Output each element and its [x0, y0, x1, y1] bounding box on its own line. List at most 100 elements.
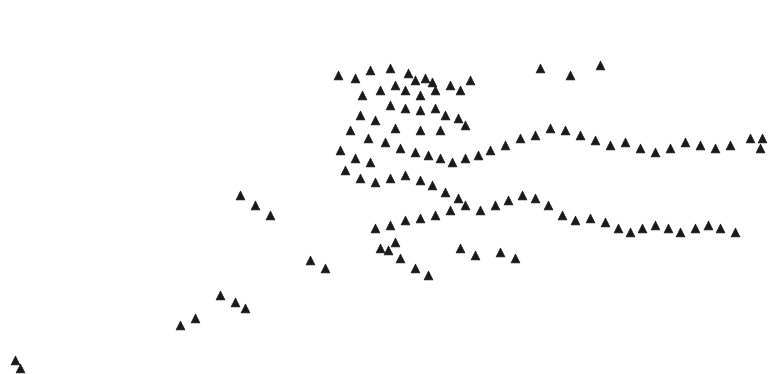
Point — [373, 87, 386, 93]
Point — [348, 155, 361, 161]
Point — [413, 127, 426, 133]
Point — [599, 219, 612, 225]
Point — [444, 207, 456, 213]
Point — [373, 245, 386, 251]
Point — [649, 149, 662, 155]
Point — [612, 225, 624, 231]
Point — [434, 155, 446, 161]
Point — [714, 225, 727, 231]
Point — [234, 192, 247, 198]
Point — [369, 225, 381, 231]
Point — [409, 149, 421, 155]
Point — [413, 215, 426, 221]
Point — [355, 92, 368, 98]
Point — [453, 245, 466, 251]
Point — [348, 75, 361, 81]
Point — [214, 292, 226, 298]
Point — [604, 142, 616, 148]
Point — [399, 172, 411, 178]
Point — [9, 357, 21, 363]
Point — [304, 257, 316, 263]
Point — [394, 145, 406, 151]
Point — [438, 189, 451, 195]
Point — [594, 62, 606, 68]
Point — [564, 72, 576, 78]
Point — [534, 65, 547, 71]
Point — [723, 142, 736, 148]
Point — [364, 67, 377, 73]
Point — [453, 87, 466, 93]
Point — [364, 159, 377, 165]
Point — [384, 65, 396, 71]
Point — [619, 139, 631, 145]
Point — [649, 222, 662, 228]
Point — [384, 175, 396, 181]
Point — [529, 132, 541, 138]
Point — [388, 125, 401, 131]
Point — [394, 255, 406, 261]
Point — [426, 79, 438, 85]
Point — [529, 195, 541, 201]
Point — [756, 135, 768, 141]
Point — [709, 145, 721, 151]
Point — [426, 182, 438, 188]
Point — [334, 147, 346, 153]
Point — [584, 215, 597, 221]
Point — [689, 225, 702, 231]
Point — [542, 202, 554, 208]
Point — [633, 145, 646, 151]
Point — [452, 195, 464, 201]
Point — [568, 217, 581, 223]
Point — [624, 229, 637, 235]
Point — [494, 249, 507, 255]
Point — [399, 217, 411, 223]
Point — [729, 229, 742, 235]
Point — [452, 115, 464, 121]
Point — [384, 102, 396, 108]
Point — [189, 315, 201, 321]
Point — [399, 105, 411, 111]
Point — [388, 82, 401, 88]
Point — [413, 92, 426, 98]
Point — [422, 152, 435, 158]
Point — [499, 142, 511, 148]
Point — [344, 127, 356, 133]
Point — [673, 229, 686, 235]
Point — [543, 125, 556, 131]
Point — [382, 247, 395, 253]
Point — [438, 112, 451, 118]
Point — [354, 112, 366, 118]
Point — [369, 117, 381, 123]
Point — [413, 177, 426, 183]
Point — [516, 192, 529, 198]
Point — [399, 87, 411, 93]
Point — [471, 152, 484, 158]
Point — [249, 202, 262, 208]
Point — [702, 222, 714, 228]
Point — [464, 77, 476, 83]
Point — [264, 212, 276, 218]
Point — [354, 175, 366, 181]
Point — [694, 142, 706, 148]
Point — [402, 70, 414, 76]
Point — [362, 135, 374, 141]
Point — [339, 167, 352, 173]
Point — [434, 127, 446, 133]
Point — [319, 265, 331, 271]
Point — [679, 139, 691, 145]
Point — [662, 225, 674, 231]
Point — [429, 87, 442, 93]
Point — [574, 132, 586, 138]
Point — [484, 147, 496, 153]
Point — [556, 212, 568, 218]
Point — [754, 145, 767, 151]
Point — [429, 105, 442, 111]
Point — [332, 72, 345, 78]
Point — [409, 77, 421, 83]
Point — [388, 239, 401, 245]
Point — [229, 299, 241, 305]
Point — [384, 222, 396, 228]
Point — [446, 159, 458, 165]
Point — [459, 122, 471, 128]
Point — [379, 139, 392, 145]
